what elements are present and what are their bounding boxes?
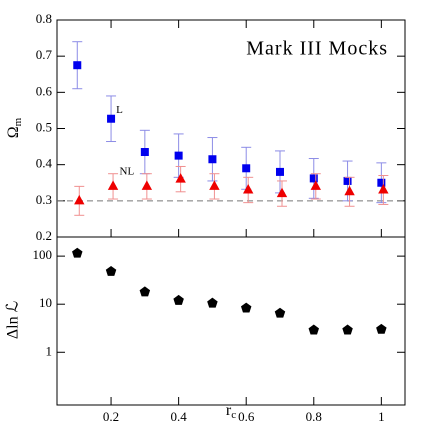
bottom-frame [56, 236, 406, 406]
point [174, 151, 183, 160]
point [276, 187, 288, 198]
point [309, 174, 318, 183]
y-tick-label: 0.3 [36, 192, 52, 207]
x-tick-label: 1 [378, 409, 385, 423]
point [107, 180, 119, 190]
x-tick-label: 0.2 [103, 409, 119, 423]
y-tick-label: 0.8 [36, 11, 52, 26]
point [140, 148, 149, 157]
point [342, 324, 353, 335]
point [243, 183, 254, 194]
axis-label-main: r [226, 402, 232, 419]
chart-title: Mark III Mocks [246, 38, 388, 60]
point [242, 164, 251, 173]
series-label: NL [120, 165, 135, 177]
y-tick-label: 10 [39, 295, 52, 310]
y-tick-label: 0.6 [36, 83, 53, 98]
point [308, 324, 320, 335]
point [73, 61, 82, 70]
axis-label-sub: c [231, 409, 236, 421]
point [208, 155, 217, 164]
x-tick-label: 0.6 [238, 409, 255, 423]
x-tick-label: 0.4 [171, 409, 188, 423]
y-tick-label: 0.2 [36, 228, 52, 243]
point [274, 307, 286, 318]
y-tick-label: 0.4 [36, 156, 53, 171]
point [207, 297, 218, 308]
point [240, 302, 252, 313]
point [376, 323, 387, 334]
point [74, 194, 85, 205]
point [378, 183, 389, 194]
axis-label: rc [226, 402, 236, 421]
point [209, 180, 220, 190]
axis-label: Ωm [5, 117, 24, 138]
point [105, 265, 117, 276]
point [343, 176, 352, 185]
point [141, 180, 153, 190]
y-tick-label: 0.7 [36, 47, 53, 62]
y-tick-label: 100 [33, 247, 53, 262]
point [377, 178, 386, 187]
point [310, 180, 321, 190]
point [275, 167, 284, 176]
point [175, 173, 186, 183]
series-label: L [116, 104, 123, 116]
axis-label-main: Ω [5, 126, 22, 138]
axis-label: Δln ℒ [5, 301, 22, 339]
x-tick-label: 0.8 [306, 409, 322, 423]
point [139, 286, 151, 297]
point [107, 114, 116, 123]
y-tick-label: 0.5 [36, 119, 52, 134]
point [72, 247, 83, 258]
axis-label-sub: m [12, 117, 24, 126]
point [173, 294, 184, 305]
y-tick-label: 1 [46, 343, 53, 358]
point [344, 185, 355, 196]
